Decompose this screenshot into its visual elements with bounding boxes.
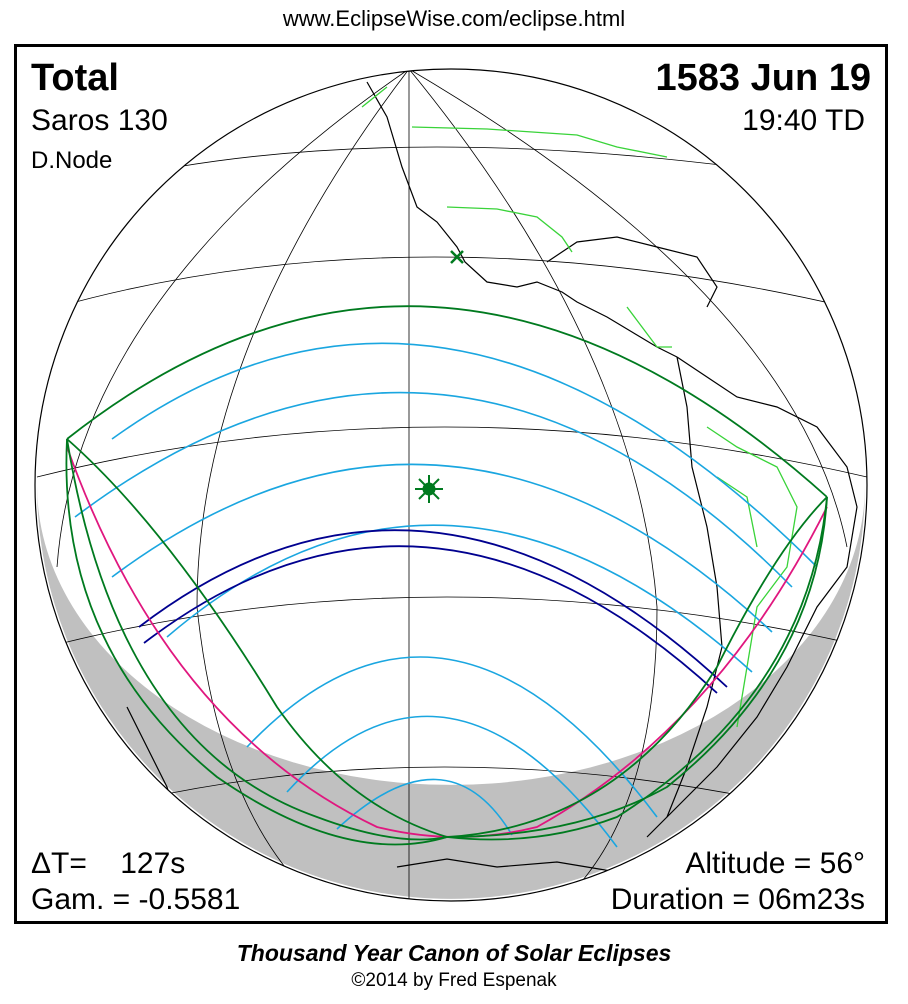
- duration-value: Duration = 06m23s: [610, 883, 865, 916]
- meridian-line: [408, 69, 658, 888]
- parallel-line: [56, 256, 848, 308]
- central-america-borders: [626, 306, 672, 348]
- meridian-line: [196, 69, 410, 888]
- meridian-line: [56, 69, 410, 568]
- eclipse-type: Total: [31, 57, 119, 99]
- parallel-line: [106, 766, 798, 808]
- contour-line: [166, 524, 753, 673]
- eclipse-time: 19:40 TD: [742, 104, 865, 137]
- node-type: D.Node: [31, 147, 113, 174]
- contour-line: [246, 656, 658, 818]
- delta-t-value: ΔT= 127s: [31, 847, 186, 880]
- parallel-line: [46, 596, 867, 648]
- canada-us-border: [361, 86, 668, 158]
- contour-line: [111, 342, 818, 568]
- gamma-value: Gam. = -0.5581: [31, 883, 241, 916]
- penumbra-outer: [65, 438, 828, 846]
- eclipse-map-frame: Total Saros 130 D.Node 1583 Jun 19 19:40…: [14, 44, 888, 924]
- parallel-line: [176, 146, 738, 168]
- meridian-line: [408, 69, 848, 548]
- canon-title: Thousand Year Canon of Solar Eclipses: [236, 940, 672, 966]
- greatest-eclipse-star-marker: [415, 475, 443, 503]
- eclipse-date: 1583 Jun 19: [655, 57, 871, 99]
- graticule: [36, 69, 867, 901]
- eclipse-markers: [415, 250, 464, 503]
- penumbra-north-limit: [66, 305, 828, 498]
- south-america-west-coast: [666, 356, 723, 818]
- globe-map: [34, 68, 868, 902]
- south-america-borders: [706, 426, 798, 728]
- antarctica-coast: [396, 858, 618, 873]
- subsolar-x-marker: [450, 250, 464, 264]
- parallel-line: [36, 426, 867, 478]
- site-url[interactable]: www.EclipseWise.com/eclipse.html: [282, 6, 626, 31]
- globe-outline: [34, 68, 868, 902]
- north-america-coast: [366, 81, 678, 358]
- magnitude-contours: [74, 342, 818, 848]
- umbra-path: [138, 529, 728, 694]
- altitude-value: Altitude = 56°: [685, 847, 865, 880]
- country-borders: [361, 86, 798, 728]
- contour-line: [111, 463, 773, 633]
- us-mexico-border: [446, 206, 573, 253]
- contour-line: [74, 391, 793, 588]
- penumbra-limits: [65, 305, 828, 846]
- gulf-coast: [546, 236, 718, 308]
- contour-line: [336, 778, 513, 836]
- copyright-notice: ©2014 by Fred Espenak: [351, 970, 557, 991]
- saros-number: Saros 130: [31, 104, 168, 137]
- contour-line: [286, 715, 618, 848]
- umbra-south-limit: [143, 545, 718, 694]
- south-america-coast: [646, 356, 858, 838]
- umbra-north-limit: [138, 529, 728, 688]
